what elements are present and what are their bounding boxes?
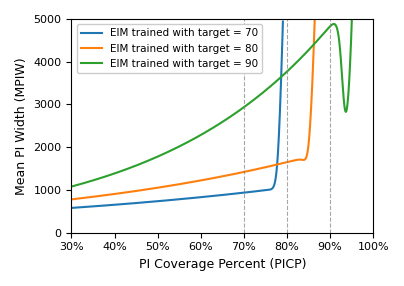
EIM trained with target = 80 [267,164,272,168]
X-axis label: PI Coverage Percent (PICP): PI Coverage Percent (PICP) [139,258,306,271]
EIM trained with target = 90 [225,117,230,120]
EIM trained with target = 70 [152,200,157,203]
Y-axis label: Mean PI Width (MPIW): Mean PI Width (MPIW) [15,57,28,195]
EIM trained with target = 90 [252,97,257,101]
EIM trained with target = 80 [69,198,74,201]
EIM trained with target = 80 [156,186,161,189]
EIM trained with target = 80 [312,18,317,21]
Legend: EIM trained with target = 70, EIM trained with target = 80, EIM trained with tar: EIM trained with target = 70, EIM traine… [77,24,262,73]
EIM trained with target = 90 [69,185,74,188]
EIM trained with target = 90 [157,154,162,158]
EIM trained with target = 80 [280,161,285,165]
EIM trained with target = 90 [314,39,319,43]
EIM trained with target = 90 [349,19,354,22]
Line: EIM trained with target = 80: EIM trained with target = 80 [72,19,315,199]
EIM trained with target = 70 [99,204,103,208]
EIM trained with target = 70 [107,203,112,207]
EIM trained with target = 70 [117,203,122,206]
Line: EIM trained with target = 90: EIM trained with target = 90 [72,21,352,186]
EIM trained with target = 70 [260,189,265,192]
EIM trained with target = 80 [228,173,233,176]
EIM trained with target = 90 [220,120,225,124]
EIM trained with target = 70 [280,20,285,23]
EIM trained with target = 80 [297,158,302,161]
EIM trained with target = 70 [69,206,74,210]
EIM trained with target = 80 [178,182,183,186]
Line: EIM trained with target = 70: EIM trained with target = 70 [72,21,283,208]
EIM trained with target = 70 [214,194,219,197]
EIM trained with target = 90 [265,88,269,91]
